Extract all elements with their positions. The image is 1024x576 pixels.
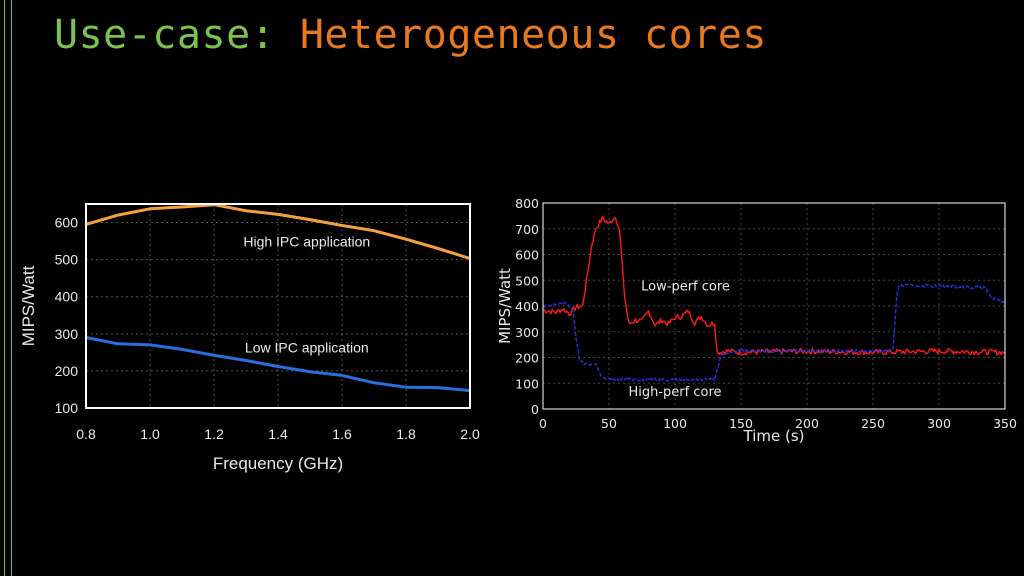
- slide-title-main: Heterogeneous cores: [299, 12, 767, 58]
- x-tick-label: 250: [861, 416, 885, 431]
- x-axis-label: Frequency (GHz): [213, 454, 343, 473]
- chart-frequency-efficiency: 0.8 1.0 1.2 1.4 1.6 1.8 2.0 100 200 300 400 500 600…: [19, 203, 480, 473]
- series-line-1: [542, 215, 1006, 356]
- x-tick-labels: 0 50 100 150 200 250 300 350: [539, 416, 1017, 431]
- y-tick-labels: 0 100 200 300 400 500 600 700 800: [515, 196, 539, 417]
- y-tick-label: 200: [55, 363, 79, 379]
- x-tick-label: 1.0: [140, 426, 160, 442]
- y-axis-label: MIPS/Watt: [496, 268, 514, 344]
- chart-time-efficiency: 0 50 100 150 200 250 300 350 0 100 200 300 400 500 60…: [496, 196, 1017, 445]
- series-label-high-ipc: High IPC application: [243, 234, 370, 250]
- y-axis-label: MIPS/Watt: [19, 265, 38, 346]
- plot-frame: [542, 202, 1006, 410]
- series-label-low-ipc: Low IPC application: [245, 339, 369, 355]
- left-border-line: [4, 0, 5, 576]
- x-tick-label: 150: [729, 416, 753, 431]
- y-tick-label: 400: [55, 289, 79, 305]
- series-line-2: [85, 336, 471, 393]
- x-tick-label: 1.4: [268, 426, 288, 442]
- y-tick-label: 700: [515, 222, 539, 237]
- y-tick-label: 600: [55, 215, 79, 231]
- x-tick-label: 50: [601, 416, 617, 431]
- x-tick-label: 100: [663, 416, 687, 431]
- x-tick-label: 1.6: [332, 426, 352, 442]
- plot-frame: [85, 203, 471, 409]
- y-tick-label: 500: [515, 273, 539, 288]
- y-tick-label: 200: [515, 351, 539, 366]
- left-border-line-inner: [11, 0, 12, 576]
- x-tick-label: 300: [927, 416, 951, 431]
- series-line-2: [542, 283, 1006, 382]
- series-label-high-perf: High-perf core: [628, 385, 721, 400]
- x-tick-label: 350: [993, 416, 1017, 431]
- series-lines: [542, 215, 1006, 382]
- y-tick-labels: 100 200 300 400 500 600: [55, 215, 79, 416]
- x-axis-label: Time (s): [743, 427, 805, 445]
- slide-title-prefix: Use-case:: [54, 12, 276, 58]
- series-label-low-perf: Low-perf core: [641, 280, 730, 295]
- series-lines: [85, 203, 471, 393]
- y-tick-label: 100: [55, 400, 79, 416]
- y-tick-label: 400: [515, 299, 539, 314]
- x-tick-label: 200: [795, 416, 819, 431]
- x-tick-label: 2.0: [460, 426, 480, 442]
- x-tick-labels: 0.8 1.0 1.2 1.4 1.6 1.8 2.0: [76, 426, 480, 442]
- slide-title: Use-case: Heterogeneous cores: [54, 12, 767, 58]
- y-tick-label: 600: [515, 248, 539, 263]
- x-tick-label: 0: [539, 416, 547, 431]
- y-tick-label: 0: [531, 402, 539, 417]
- y-tick-label: 300: [515, 325, 539, 340]
- x-tick-label: 0.8: [76, 426, 96, 442]
- y-tick-label: 800: [515, 196, 539, 211]
- x-tick-label: 1.8: [396, 426, 416, 442]
- y-tick-label: 500: [55, 252, 79, 268]
- x-tick-label: 1.2: [204, 426, 224, 442]
- series-line-1: [85, 203, 471, 260]
- y-tick-label: 300: [55, 326, 79, 342]
- y-tick-label: 100: [515, 376, 539, 391]
